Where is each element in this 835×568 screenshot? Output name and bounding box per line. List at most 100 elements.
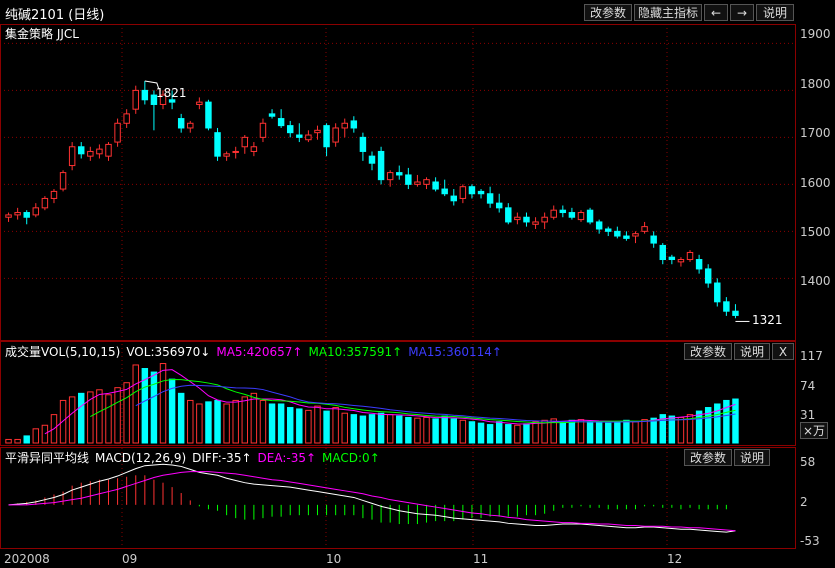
dea-value: DEA:-35↑ [257, 451, 317, 465]
x-axis-label: 11 [473, 552, 489, 566]
volume-bar [14, 438, 21, 444]
candle-body [341, 122, 348, 129]
params-button[interactable]: 改参数 [584, 4, 632, 21]
volume-bar [523, 423, 530, 444]
macd-help-button[interactable]: 说明 [734, 449, 770, 466]
candle-body [68, 146, 76, 167]
volume-bar [368, 414, 376, 444]
candle-body [132, 89, 139, 110]
volume-close-icon[interactable]: X [772, 343, 794, 360]
volume-spec: VOL(5,10,15) [41, 345, 121, 359]
volume-bar [723, 399, 730, 444]
candle-body [495, 202, 503, 209]
volume-panel-frame [0, 341, 796, 446]
volume-bar [423, 416, 430, 444]
volume-bar [605, 422, 612, 444]
candle-body [605, 228, 612, 232]
dea-line [8, 471, 736, 532]
help-button[interactable]: 说明 [756, 4, 794, 21]
candle-body [214, 132, 221, 157]
candle-body [41, 197, 49, 209]
volume-bar [332, 407, 339, 444]
candle-body [105, 143, 112, 157]
volume-bar [241, 396, 249, 444]
volume-bar [414, 417, 421, 444]
candle-body [659, 244, 666, 261]
volume-bar [277, 403, 285, 444]
volume-bar [250, 392, 258, 444]
volume-ma15-line [135, 384, 736, 423]
volume-bar [32, 428, 40, 444]
candle-body [686, 251, 694, 261]
candle-body [423, 179, 430, 185]
macd-tick: 58 [800, 455, 816, 469]
volume-bar [323, 410, 330, 444]
price-tick: 1600 [800, 176, 831, 190]
volume-params-button[interactable]: 改参数 [684, 343, 732, 360]
candle-body [641, 226, 648, 232]
volume-bar [659, 414, 666, 444]
candle-body [205, 101, 212, 129]
volume-bar [586, 421, 594, 444]
candle-body [405, 174, 412, 185]
candle-body [50, 190, 58, 199]
candle-body [396, 172, 403, 176]
volume-bar [214, 399, 221, 444]
candle-body [241, 136, 249, 148]
candle-body [150, 94, 158, 105]
ma5-value: MA5:420657↑ [216, 345, 303, 359]
price-tick: 1500 [800, 225, 831, 239]
candle-body [377, 150, 385, 181]
volume-value: VOL:356970↓ [126, 345, 211, 359]
volume-bar [432, 418, 439, 444]
volume-bar [505, 424, 512, 444]
prev-arrow-icon[interactable]: ← [704, 4, 728, 21]
volume-bar [96, 389, 103, 444]
volume-bar [377, 412, 385, 444]
macd-spec: MACD(12,26,9) [95, 451, 187, 465]
volume-bar [187, 399, 194, 444]
candle-body [32, 207, 40, 216]
candle-body [677, 259, 685, 263]
price-tick: 1800 [800, 77, 831, 91]
candle-body [14, 212, 21, 216]
volume-bar [305, 409, 312, 444]
volume-bar [259, 399, 267, 444]
volume-name: 成交量 [5, 345, 42, 359]
volume-bar [595, 421, 603, 444]
volume-help-button[interactable]: 说明 [734, 343, 770, 360]
candle-body [586, 209, 594, 223]
x-axis-label: 09 [122, 552, 138, 566]
volume-bar [641, 419, 648, 444]
volume-bar [232, 399, 239, 444]
volume-bar [359, 415, 367, 444]
volume-bar [732, 398, 739, 444]
candle-body [159, 94, 167, 105]
volume-bar [41, 424, 49, 444]
volume-bar [450, 418, 458, 444]
candle-body [268, 113, 276, 117]
volume-bar [132, 364, 139, 444]
candle-body [505, 207, 512, 223]
hide-main-indicator-button[interactable]: 隐藏主指标 [634, 4, 702, 21]
macd-params-button[interactable]: 改参数 [684, 449, 732, 466]
candle-body [523, 216, 530, 223]
unit-toggle-button[interactable]: ×万 [800, 422, 828, 439]
volume-bar [205, 401, 212, 444]
volume-bar [532, 421, 539, 444]
volume-ma10-line [90, 379, 736, 424]
volume-bar [441, 415, 448, 444]
volume-bar [614, 421, 621, 444]
candle-body [532, 221, 539, 225]
candle-body [350, 120, 358, 129]
volume-tick: 74 [800, 379, 816, 393]
next-arrow-icon[interactable]: → [730, 4, 754, 21]
candle-body [277, 118, 285, 127]
volume-bar [677, 416, 685, 444]
volume-bar [559, 421, 567, 444]
candle-body [141, 89, 149, 101]
candle-body [196, 101, 203, 105]
volume-bar [577, 419, 585, 444]
volume-bar [495, 421, 503, 444]
